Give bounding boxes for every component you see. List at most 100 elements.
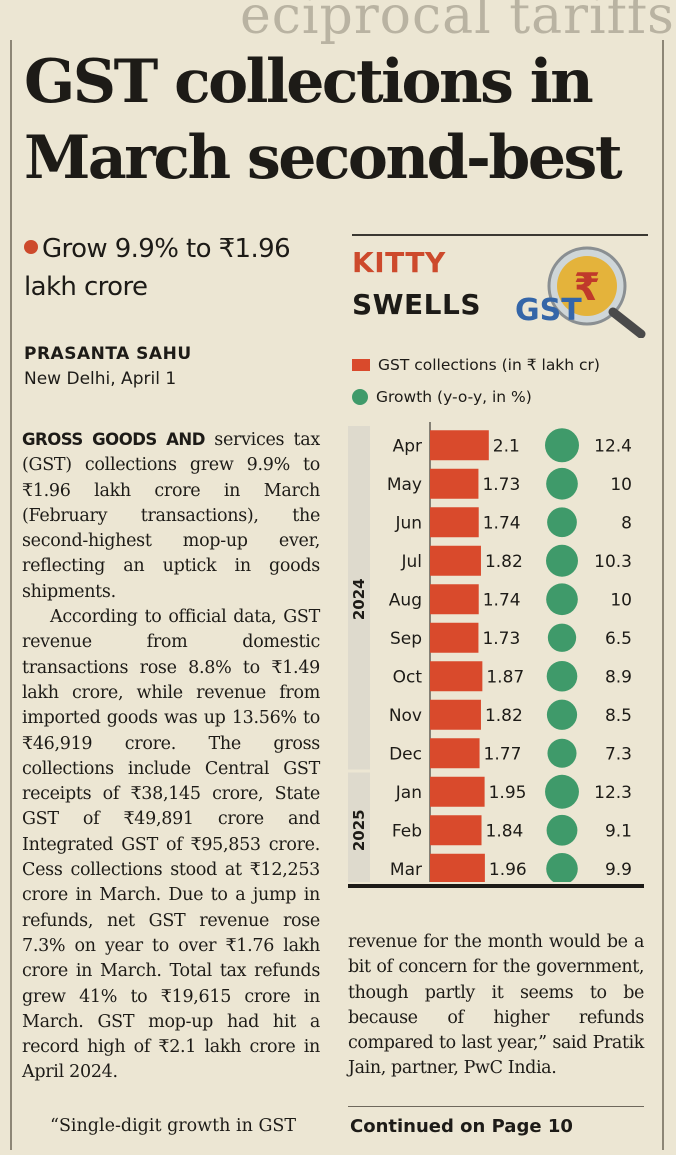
article-body: GROSS GOODS AND services tax (GST) colle… — [22, 427, 320, 1086]
category-label: Aug — [389, 590, 422, 610]
byline-dateline: New Delhi, April 1 — [24, 369, 177, 389]
growth-value-label: 10.3 — [594, 552, 632, 572]
legend-bar-swatch — [352, 359, 370, 371]
logo-text: GST — [515, 293, 582, 328]
article-continuation: revenue for the month would be a bit of … — [348, 930, 644, 1082]
growth-value-label: 8.9 — [605, 667, 632, 687]
category-label: Feb — [392, 821, 422, 841]
category-label: Dec — [389, 744, 422, 764]
byline-author: PRASANTA SAHU — [24, 344, 192, 364]
category-label: Jan — [395, 783, 422, 803]
svg-text:₹: ₹ — [574, 265, 600, 309]
chart-bottom-rule — [348, 884, 644, 888]
category-label: Mar — [390, 860, 422, 880]
bar-value-label: 1.87 — [486, 667, 524, 687]
bar-value-label: 1.73 — [482, 475, 520, 495]
headline: GST collections in March second-best — [24, 47, 623, 193]
continued-rule — [348, 1106, 644, 1107]
bar-value-label: 1.84 — [486, 821, 524, 841]
article-paragraph-1: GROSS GOODS AND services tax (GST) colle… — [22, 427, 320, 605]
category-label: Apr — [393, 436, 422, 456]
bar-value-label: 1.74 — [483, 590, 521, 610]
chart-title-line-1: KITTY — [352, 246, 446, 279]
growth-bubble — [547, 738, 577, 768]
growth-value-label: 9.9 — [605, 860, 632, 880]
growth-bubble — [547, 623, 577, 652]
growth-value-label: 10 — [610, 475, 632, 495]
growth-bubble — [546, 660, 578, 692]
year-band — [348, 426, 370, 770]
legend-dot-swatch — [352, 389, 368, 405]
growth-bubble — [545, 774, 579, 809]
category-label: Oct — [393, 667, 423, 687]
growth-value-label: 9.1 — [605, 821, 632, 841]
growth-bubble — [545, 428, 579, 463]
bar — [430, 622, 479, 653]
bar — [430, 853, 485, 882]
chart-top-rule — [352, 234, 648, 236]
paragraph-1-text: services tax (GST) collections grew 9.9%… — [22, 430, 320, 602]
bleed-through-text: eciprocal tariffs: — [240, 0, 676, 46]
growth-value-label: 6.5 — [605, 629, 632, 649]
bar — [430, 545, 481, 576]
subhead: Grow 9.9% to ₹1.96 lakh crore — [24, 230, 334, 306]
growth-bubble — [546, 583, 578, 616]
continuation-paragraph: revenue for the month would be a bit of … — [348, 932, 644, 1079]
continued-on-page-label: Continued on Page 10 — [350, 1116, 573, 1137]
legend-label-collections: GST collections (in ₹ lakh cr) — [378, 356, 600, 374]
growth-bubble — [546, 544, 578, 577]
bar — [430, 776, 485, 807]
column-rule-right — [662, 40, 664, 1150]
gst-rupee-logo-icon: ₹ GST — [515, 246, 646, 338]
category-label: Sep — [390, 629, 422, 649]
bar — [430, 468, 479, 499]
growth-value-label: 12.3 — [594, 783, 632, 803]
growth-value-label: 12.4 — [594, 436, 632, 456]
bar-value-label: 1.74 — [483, 513, 521, 533]
bar-value-label: 1.82 — [485, 552, 523, 572]
year-label: 2025 — [350, 809, 368, 851]
bar — [430, 507, 479, 538]
bar-value-label: 1.77 — [484, 744, 522, 764]
bar-value-label: 1.82 — [485, 706, 523, 726]
bar — [430, 815, 482, 846]
bar — [430, 738, 480, 769]
year-band — [348, 772, 370, 882]
chart-title-line-2: SWELLS — [352, 288, 482, 321]
growth-value-label: 10 — [610, 590, 632, 610]
category-label: May — [387, 475, 422, 495]
bar-value-label: 1.96 — [489, 860, 527, 880]
lead-in: GROSS GOODS AND — [22, 430, 205, 449]
year-label: 2024 — [350, 578, 368, 620]
growth-value-label: 7.3 — [605, 744, 632, 764]
bar — [430, 430, 489, 461]
article-paragraph-2: According to official data, GST revenue … — [22, 607, 320, 1083]
bar-value-label: 1.95 — [489, 783, 527, 803]
growth-bubble — [546, 467, 578, 500]
subhead-text: Grow 9.9% to ₹1.96 lakh crore — [24, 234, 291, 302]
growth-bubble — [546, 814, 578, 846]
bar — [430, 661, 483, 692]
bullet-dot-icon — [24, 240, 38, 254]
growth-bubble — [546, 699, 578, 730]
legend-item-collections: GST collections (in ₹ lakh cr) — [352, 356, 600, 374]
bar-value-label: 2.1 — [493, 436, 520, 456]
bar-value-label: 1.73 — [482, 629, 520, 649]
legend-item-growth: Growth (y-o-y, in %) — [352, 388, 532, 406]
byline: PRASANTA SAHU New Delhi, April 1 — [24, 342, 192, 392]
category-label: Jul — [400, 552, 422, 572]
growth-value-label: 8 — [621, 513, 632, 533]
category-label: Jun — [394, 513, 422, 533]
category-label: Nov — [389, 706, 422, 726]
article-paragraph-3-start: “Single-digit growth in GST — [50, 1116, 297, 1136]
legend-label-growth: Growth (y-o-y, in %) — [376, 388, 532, 406]
bar — [430, 584, 479, 615]
growth-bubble — [547, 507, 577, 538]
column-rule-left — [10, 40, 12, 1150]
chart-plot-area: 2024 2025 Apr 2.1 12.4 May 1.73 10 Jun 1.74 8 Jul 1.… — [348, 422, 632, 882]
growth-value-label: 8.5 — [605, 706, 632, 726]
bar — [430, 699, 481, 730]
growth-bubble — [546, 852, 578, 882]
bleed-column-edge — [648, 190, 676, 1150]
